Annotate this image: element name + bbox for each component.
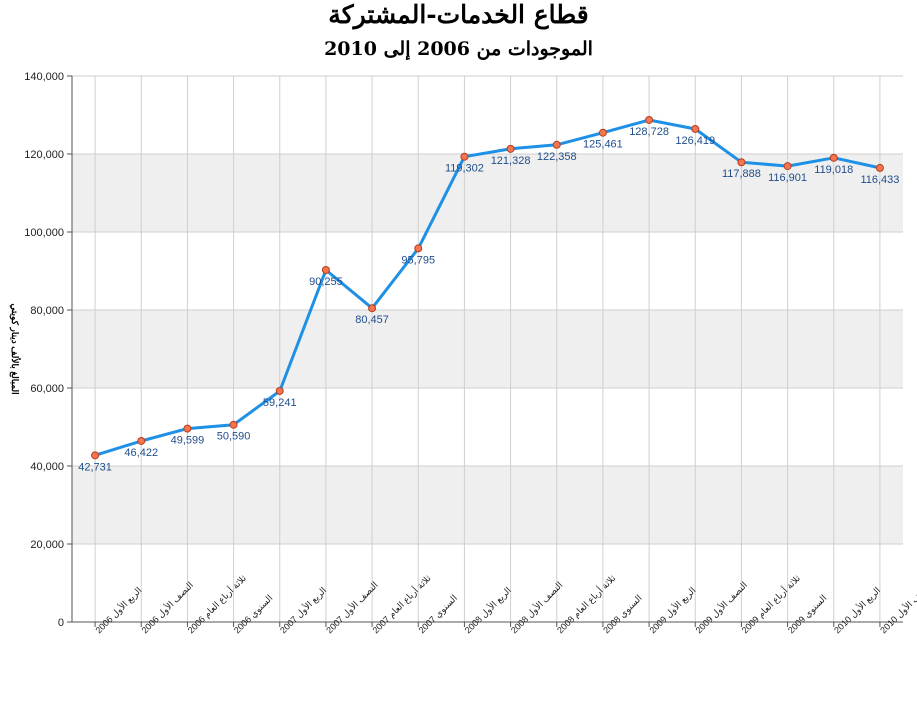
data-label: 80,457 <box>355 314 389 326</box>
y-tick-label: 120,000 <box>24 149 64 161</box>
data-label: 117,888 <box>722 168 761 180</box>
grid-band <box>72 154 903 232</box>
data-label: 119,018 <box>814 164 853 176</box>
y-tick-label: 100,000 <box>24 227 64 239</box>
y-tick-label: 40,000 <box>30 461 64 473</box>
data-label: 49,599 <box>171 435 205 447</box>
data-point <box>414 244 423 253</box>
data-point <box>137 436 146 445</box>
grid-band <box>72 310 903 388</box>
data-label: 126,419 <box>675 135 715 147</box>
data-label: 95,795 <box>401 254 435 266</box>
data-label: 128,728 <box>629 126 669 138</box>
data-point <box>737 158 746 167</box>
data-point <box>598 128 607 137</box>
series-line <box>94 118 881 457</box>
data-label: 125,461 <box>583 139 623 151</box>
data-label: 46,422 <box>124 447 158 459</box>
data-label: 42,731 <box>78 461 112 473</box>
data-label: 116,433 <box>860 174 899 186</box>
data-label: 121,328 <box>491 155 531 167</box>
y-tick-label: 60,000 <box>30 383 64 395</box>
data-point <box>506 144 515 153</box>
data-point <box>275 386 284 395</box>
data-label: 50,590 <box>217 431 251 443</box>
y-tick-label: 0 <box>58 617 64 629</box>
y-tick-label: 140,000 <box>24 71 64 83</box>
chart-subtitle: الموجودات من 2006 إلى 2010 <box>324 38 593 60</box>
data-point <box>183 424 192 433</box>
data-point <box>829 153 838 162</box>
data-point <box>783 162 792 171</box>
grid-band <box>72 466 903 544</box>
data-label: 122,358 <box>537 151 577 163</box>
data-point <box>645 115 654 124</box>
data-point <box>91 451 100 460</box>
chart-title: قطاع الخدمات-المشتركة <box>328 0 589 29</box>
data-point <box>875 163 884 172</box>
data-label: 116,901 <box>768 172 807 184</box>
data-point <box>368 304 377 313</box>
data-point <box>691 124 700 133</box>
y-tick-label: 80,000 <box>30 305 64 317</box>
data-label: 90,255 <box>309 276 343 288</box>
data-label: 59,241 <box>263 397 297 409</box>
data-point <box>460 152 469 161</box>
data-point <box>229 420 238 429</box>
data-point <box>321 266 330 275</box>
y-axis-label: المبالغ بالألف دينار كويتي <box>9 303 21 394</box>
data-point <box>552 140 561 149</box>
data-label: 119,302 <box>445 163 484 175</box>
y-tick-label: 20,000 <box>30 539 64 551</box>
